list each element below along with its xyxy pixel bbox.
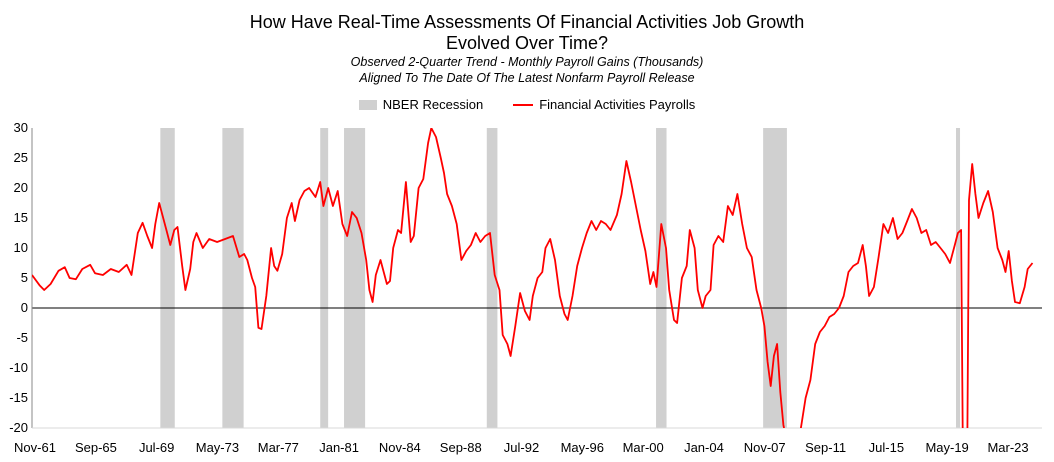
series-lines <box>32 128 1034 428</box>
recession-band-2 <box>320 128 329 428</box>
x-tick-label: Nov-61 <box>14 440 56 455</box>
x-tick-label: May-19 <box>925 440 968 455</box>
recession-band-6 <box>763 128 787 428</box>
x-tick-label: Nov-07 <box>744 440 786 455</box>
recession-band-3 <box>344 128 366 428</box>
recession-bands <box>160 128 961 428</box>
x-axis-ticks: Nov-61 Sep-65 Jul-69 May-73 Mar-77 Jan-81 Nov-… <box>14 440 1029 455</box>
axes <box>31 128 1042 429</box>
chart-title-line2: Evolved Over Time? <box>445 33 609 53</box>
chart-titles: How Have Real-Time Assessments Of Financ… <box>0 12 1054 86</box>
x-tick-label: Jan-81 <box>319 440 359 455</box>
x-tick-label: Mar-00 <box>623 440 664 455</box>
y-tick-label: 25 <box>14 150 28 165</box>
x-tick-label: Nov-84 <box>379 440 421 455</box>
recession-band-0 <box>160 128 175 428</box>
x-tick-label: Sep-65 <box>75 440 117 455</box>
recession-band-1 <box>222 128 244 428</box>
x-tick-label: Jan-04 <box>684 440 724 455</box>
chart-subtitle-1: Observed 2-Quarter Trend - Monthly Payro… <box>350 55 704 69</box>
recession-band-7 <box>956 128 961 428</box>
y-tick-label: 0 <box>21 300 28 315</box>
legend-swatch-payrolls <box>513 103 534 106</box>
y-tick-label: -20 <box>9 420 28 435</box>
series-line-payrolls <box>32 128 1034 428</box>
x-tick-label: Mar-77 <box>258 440 299 455</box>
legend-item-recession: NBER Recession <box>358 97 484 112</box>
recession-band-4 <box>486 128 498 428</box>
x-tick-label: Jul-15 <box>869 440 904 455</box>
x-tick-label: Mar-23 <box>987 440 1028 455</box>
legend-label-recession: NBER Recession <box>382 97 484 112</box>
y-tick-label: -15 <box>9 390 28 405</box>
chart-legend: NBER Recession Financial Activities Payr… <box>0 97 1054 112</box>
x-tick-label: Jul-92 <box>504 440 539 455</box>
y-tick-label: -10 <box>9 360 28 375</box>
x-tick-label: May-96 <box>561 440 604 455</box>
legend-swatch-recession <box>358 99 377 110</box>
y-tick-label: 10 <box>14 240 28 255</box>
x-tick-label: Sep-11 <box>805 440 846 455</box>
x-tick-label: May-73 <box>196 440 239 455</box>
x-tick-label: Sep-88 <box>440 440 482 455</box>
chart-subtitle-2: Aligned To The Date Of The Latest Nonfar… <box>359 71 695 85</box>
y-axis-ticks: 30 25 20 15 10 5 0 -5 -10 -15 -20 <box>9 120 28 435</box>
y-tick-label: 15 <box>14 210 28 225</box>
x-tick-label: Jul-69 <box>139 440 174 455</box>
legend-item-payrolls: Financial Activities Payrolls <box>513 97 695 112</box>
y-tick-label: 20 <box>14 180 28 195</box>
y-tick-label: 5 <box>21 270 28 285</box>
recession-band-5 <box>656 128 667 428</box>
legend-label-payrolls: Financial Activities Payrolls <box>539 97 696 112</box>
y-tick-label: 30 <box>14 120 28 135</box>
y-tick-label: -5 <box>16 330 28 345</box>
chart-title: How Have Real-Time Assessments Of Financ… <box>249 12 805 32</box>
